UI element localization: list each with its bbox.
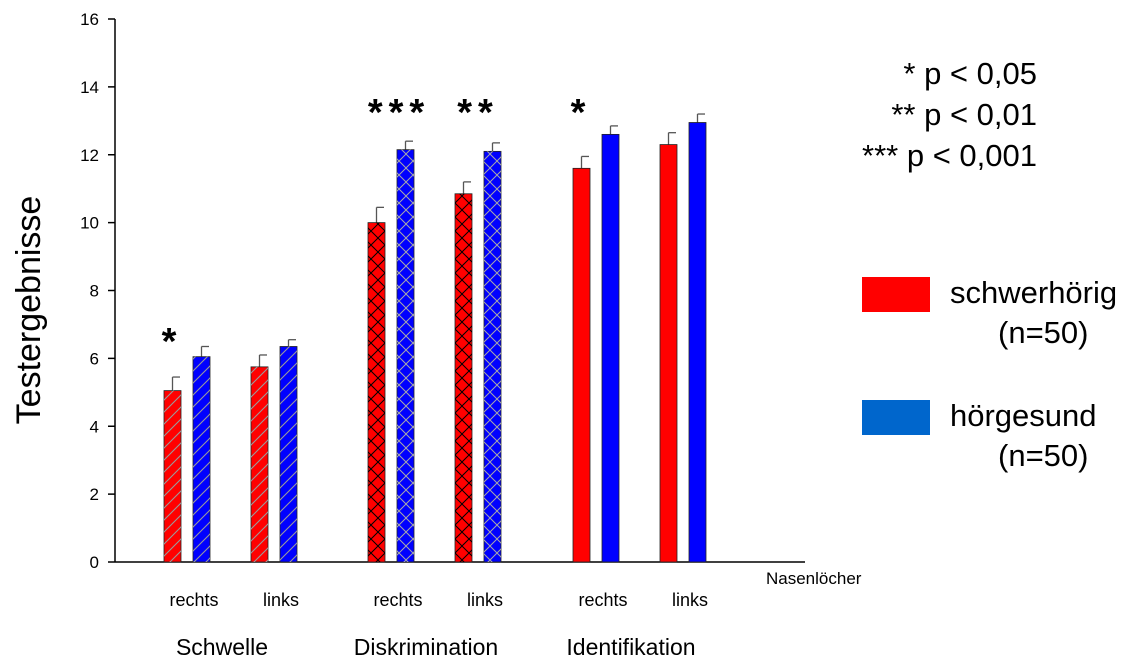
significance-stars: * — [571, 92, 592, 134]
subgroup-label: rechts — [169, 590, 218, 610]
bar-hatch — [368, 222, 385, 562]
bars: **** ** * — [162, 92, 707, 563]
significance-legend: * p < 0,05 ** p < 0,01 *** p < 0,001 — [862, 56, 1037, 173]
group-label: Diskrimination — [354, 634, 498, 660]
bar-hatch — [397, 149, 414, 563]
y-axis-label: Testergebnisse — [10, 196, 48, 425]
legend-label-n: (n=50) — [998, 438, 1088, 473]
bar-identifikation-rechts-hoergesund — [601, 133, 620, 563]
bar-hatch — [193, 356, 210, 562]
legend-label: hörgesund — [950, 398, 1097, 433]
significance-legend-item: * p < 0,05 — [903, 56, 1037, 91]
bar-identifikation-links-hoergesund — [688, 122, 707, 563]
bar-hatch — [251, 366, 268, 562]
significance-legend-item: ** p < 0,01 — [891, 97, 1037, 132]
x-axis-note: Nasenlöcher — [766, 569, 862, 588]
bar-hatch — [164, 390, 181, 562]
legend: schwerhörig (n=50) hörgesund (n=50) — [862, 275, 1117, 473]
legend-swatch-0 — [862, 277, 930, 312]
subgroup-label: rechts — [373, 590, 422, 610]
group-label: Schwelle — [176, 634, 268, 660]
subgroup-label: rechts — [578, 590, 627, 610]
significance-stars: * — [162, 321, 183, 363]
y-tick-label: 10 — [80, 214, 99, 233]
group-label: Identifikation — [566, 634, 695, 660]
y-tick-label: 0 — [90, 553, 99, 572]
category-labels: rechts links Schwelle rechts links Diskrimina… — [169, 590, 708, 660]
subgroup-label: links — [467, 590, 503, 610]
legend-label: schwerhörig — [950, 275, 1117, 310]
significance-stars: ** — [457, 92, 499, 134]
axes: 0 2 4 6 8 10 12 14 16 — [80, 10, 805, 572]
subgroup-label: links — [672, 590, 708, 610]
bar-identifikation-rechts-schwerhoerig — [572, 167, 591, 563]
y-tick-label: 12 — [80, 146, 99, 165]
bar-identifikation-links-schwerhoerig — [659, 144, 678, 563]
y-tick-label: 2 — [90, 485, 99, 504]
legend-swatch-1 — [862, 400, 930, 435]
subgroup-label: links — [263, 590, 299, 610]
significance-stars: *** — [368, 92, 430, 134]
y-tick-label: 8 — [90, 282, 99, 301]
y-tick-label: 16 — [80, 10, 99, 29]
significance-legend-item: *** p < 0,001 — [862, 138, 1037, 173]
y-tick-label: 4 — [90, 417, 99, 436]
y-tick-label: 14 — [80, 78, 99, 97]
bar-hatch — [455, 193, 472, 562]
bar-hatch — [484, 151, 501, 562]
bar-hatch — [280, 346, 297, 562]
y-tick-label: 6 — [90, 349, 99, 368]
legend-label-n: (n=50) — [998, 315, 1088, 350]
